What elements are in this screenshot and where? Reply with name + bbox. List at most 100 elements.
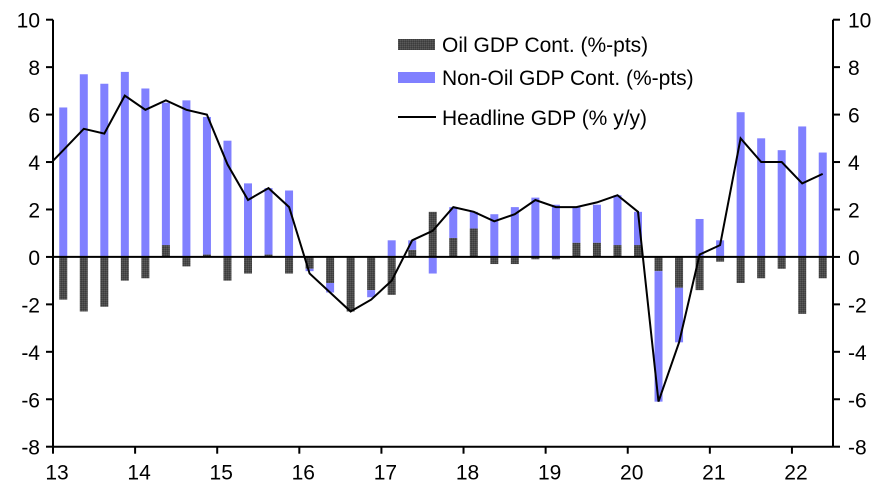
non-oil-bar bbox=[531, 197, 540, 257]
oil-bar bbox=[777, 256, 786, 269]
legend-swatch-non-oil bbox=[398, 72, 435, 83]
oil-bar bbox=[182, 256, 191, 267]
oil-bar bbox=[367, 256, 376, 291]
non-oil-bar bbox=[654, 271, 663, 402]
non-oil-bar bbox=[695, 218, 704, 257]
right-y-tick-label: -8 bbox=[848, 437, 867, 460]
oil-bar bbox=[490, 256, 499, 265]
non-oil-bar bbox=[408, 240, 417, 250]
oil-bar bbox=[716, 256, 725, 262]
x-tick-label: 17 bbox=[374, 462, 397, 485]
legend-label-headline: Headline GDP (% y/y) bbox=[442, 107, 647, 130]
x-tick-label: 21 bbox=[702, 462, 725, 485]
oil-bar bbox=[244, 256, 252, 274]
oil-bar bbox=[634, 245, 642, 257]
non-oil-bar bbox=[777, 150, 786, 257]
oil-bar bbox=[120, 256, 129, 281]
oil-bar bbox=[531, 256, 540, 260]
left-y-tick-label: 10 bbox=[17, 10, 40, 33]
non-oil-bar bbox=[716, 240, 725, 257]
right-y-tick-label: 6 bbox=[848, 105, 860, 128]
oil-bar bbox=[510, 256, 519, 265]
non-oil-bar bbox=[59, 107, 68, 257]
oil-bar bbox=[346, 256, 355, 312]
oil-bar bbox=[613, 245, 622, 257]
non-oil-bar bbox=[264, 188, 273, 255]
right-y-tick-label: 10 bbox=[848, 10, 871, 33]
oil-bar bbox=[695, 256, 704, 291]
oil-bar bbox=[757, 256, 766, 279]
oil-bar bbox=[59, 256, 68, 300]
oil-bar bbox=[326, 256, 335, 284]
legend-label-oil: Oil GDP Cont. (%-pts) bbox=[442, 34, 648, 57]
right-y-tick-label: -2 bbox=[848, 294, 867, 317]
non-oil-bar bbox=[100, 83, 109, 257]
right-y-tick-label: 2 bbox=[848, 199, 860, 222]
bars-layer bbox=[59, 71, 827, 402]
oil-bar bbox=[408, 249, 417, 257]
non-oil-bar bbox=[79, 74, 88, 257]
headline-line-layer bbox=[52, 94, 824, 402]
non-oil-bar bbox=[367, 290, 376, 298]
x-tick-label: 18 bbox=[456, 462, 479, 485]
x-tick-label: 15 bbox=[210, 462, 233, 485]
non-oil-bar bbox=[305, 268, 314, 272]
left-y-tick-label: -2 bbox=[21, 294, 40, 317]
oil-bar bbox=[79, 256, 88, 312]
oil-bar bbox=[387, 256, 396, 295]
non-oil-bar bbox=[490, 214, 499, 257]
non-oil-bar bbox=[551, 204, 560, 257]
oil-bar bbox=[428, 211, 437, 257]
non-oil-bar bbox=[798, 126, 807, 257]
left-y-tick-label: 0 bbox=[28, 247, 40, 270]
right-y-tick-label: 4 bbox=[848, 152, 860, 175]
legend-swatch-oil bbox=[398, 39, 435, 50]
left-y-tick-label: -4 bbox=[21, 342, 40, 365]
left-y-tick-label: 8 bbox=[28, 57, 40, 80]
x-tick-label: 22 bbox=[784, 462, 807, 485]
oil-bar bbox=[572, 242, 581, 257]
oil-bar bbox=[818, 256, 827, 279]
non-oil-bar bbox=[182, 100, 191, 257]
non-oil-bar bbox=[634, 211, 642, 246]
non-oil-bar bbox=[428, 256, 437, 274]
non-oil-bar bbox=[592, 204, 601, 243]
non-oil-bar bbox=[572, 207, 581, 243]
right-y-tick-label: 0 bbox=[848, 247, 860, 270]
left-y-tick-label: 6 bbox=[28, 105, 40, 128]
oil-bar bbox=[798, 256, 807, 314]
oil-bar bbox=[161, 245, 170, 257]
oil-bar bbox=[100, 256, 109, 307]
non-oil-bar bbox=[469, 211, 478, 229]
non-oil-bar bbox=[285, 190, 294, 257]
oil-bar bbox=[469, 228, 478, 257]
non-oil-bar bbox=[141, 88, 150, 257]
left-y-tick-label: 2 bbox=[28, 199, 40, 222]
oil-bar bbox=[592, 242, 601, 257]
non-oil-bar bbox=[736, 112, 745, 257]
oil-bar bbox=[264, 254, 273, 257]
oil-bar bbox=[654, 256, 663, 272]
non-oil-bar bbox=[223, 140, 232, 257]
non-oil-bar bbox=[613, 195, 622, 246]
left-y-tick-label: -8 bbox=[21, 437, 40, 460]
x-tick-label: 20 bbox=[620, 462, 643, 485]
legend: Oil GDP Cont. (%-pts) Non-Oil GDP Cont. … bbox=[398, 34, 694, 130]
non-oil-bar bbox=[120, 71, 129, 257]
x-tick-label: 14 bbox=[127, 462, 151, 485]
x-tick-label: 19 bbox=[538, 462, 561, 485]
non-oil-bar bbox=[818, 152, 827, 257]
left-y-tick-label: 4 bbox=[28, 152, 40, 175]
right-y-tick-label: 8 bbox=[848, 57, 860, 80]
x-tick-label: 16 bbox=[292, 462, 315, 485]
non-oil-bar bbox=[244, 183, 252, 257]
oil-bar bbox=[202, 254, 211, 257]
legend-label-non-oil: Non-Oil GDP Cont. (%-pts) bbox=[442, 67, 694, 90]
non-oil-bar bbox=[202, 116, 211, 255]
non-oil-bar bbox=[161, 102, 170, 246]
non-oil-bar bbox=[326, 283, 335, 293]
right-y-tick-label: -4 bbox=[848, 342, 867, 365]
axes-layer: -8 -6 -4 -2 0 2 4 6 8 10 -8 -6 -4 -2 0 2 4 6 8 10 13 14 15 16 17… bbox=[17, 10, 872, 485]
non-oil-bar bbox=[757, 138, 766, 257]
